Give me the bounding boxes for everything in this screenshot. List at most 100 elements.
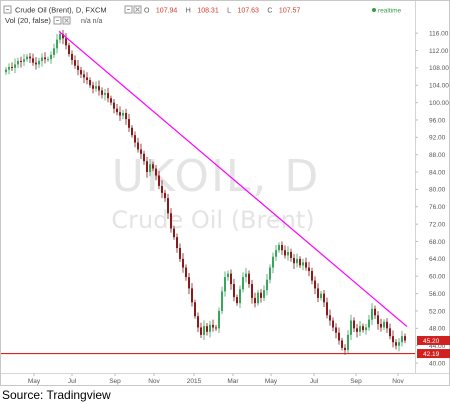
candle-down [377, 315, 379, 324]
candle-down [80, 70, 82, 75]
candle-up [59, 34, 61, 40]
candle-up [398, 342, 400, 346]
candle-down [260, 292, 262, 298]
candle-down [344, 347, 346, 351]
candle-down [173, 228, 175, 238]
realtime-dot-icon [372, 8, 376, 12]
y-tick-label: 112.00 [429, 48, 449, 55]
candle-down [251, 284, 253, 298]
x-tick-label: 2015 [187, 378, 202, 385]
candle-down [380, 323, 382, 328]
candle-down [89, 80, 91, 86]
candle-up [41, 57, 43, 61]
candle-down [353, 320, 355, 329]
candle-down [236, 297, 238, 304]
candle-down [29, 56, 31, 59]
support-price-label: 42.19 [423, 351, 440, 358]
candle-down [146, 161, 148, 173]
candle-down [68, 45, 70, 54]
y-tick-label: 80.00 [429, 187, 446, 194]
candle-up [296, 258, 298, 264]
x-tick-label: Sep [109, 378, 121, 385]
y-tick-label: 52.00 [429, 308, 446, 315]
candle-up [47, 59, 49, 61]
candle-down [83, 74, 85, 78]
candle-down [332, 320, 334, 328]
candle-down [143, 153, 145, 162]
candle-down [116, 108, 118, 113]
candle-down [326, 302, 328, 316]
candle-down [341, 340, 343, 348]
candle-down [119, 112, 121, 116]
candle-down [395, 342, 397, 346]
candle-up [221, 291, 223, 311]
candle-down [107, 93, 109, 99]
candle-down [314, 280, 316, 289]
candle-down [35, 62, 37, 65]
candle-up [365, 327, 367, 331]
volume-close-icon[interactable] [62, 16, 71, 25]
candle-down [293, 258, 295, 264]
candle-down [137, 142, 139, 150]
candle-down [299, 258, 301, 266]
y-tick-label: 56.00 [429, 291, 446, 298]
candle-down [305, 262, 307, 268]
volume-settings-icon[interactable] [53, 16, 62, 25]
candle-down [362, 326, 364, 331]
settings-icon[interactable] [124, 5, 133, 14]
candle-up [287, 251, 289, 256]
candle-up [368, 319, 370, 328]
candle-down [197, 316, 199, 328]
candle-down [182, 258, 184, 268]
candle-down [167, 198, 169, 214]
y-tick-label: 100.00 [429, 100, 449, 107]
candle-down [71, 53, 73, 61]
candle-up [350, 320, 352, 335]
candle-down [176, 237, 178, 249]
candle-down [392, 336, 394, 343]
support-price-badge [417, 349, 450, 359]
y-tick-label: 84.00 [429, 169, 446, 176]
candle-up [122, 113, 124, 116]
y-tick-label: 76.00 [429, 204, 446, 211]
ohlc-close-label: C [267, 8, 272, 15]
candle-down [329, 315, 331, 321]
symbol-title: Crude Oil (Brent), D, FXCM [15, 6, 107, 15]
y-tick-label: 88.00 [429, 152, 446, 159]
price-badges: 45.20 42.19 [417, 335, 450, 359]
candle-down [32, 58, 34, 63]
y-tick-label: 108.00 [429, 65, 449, 72]
candle-up [53, 48, 55, 55]
y-tick-label: 44.00 [429, 343, 446, 350]
candle-down [374, 308, 376, 316]
candle-down [254, 297, 256, 304]
crude-oil-candlestick-chart: UKOIL, D Crude Oil (Brent) Crude Oil (Br… [1, 1, 450, 385]
candle-down [338, 332, 340, 341]
y-tick-label: 40.00 [429, 360, 446, 367]
candle-down [125, 113, 127, 120]
candle-down [158, 175, 160, 186]
ohlc-high-value: 108.31 [197, 8, 219, 15]
y-tick-label: 60.00 [429, 274, 446, 281]
candle-down [65, 38, 67, 46]
close-icon[interactable] [133, 5, 142, 14]
candle-up [218, 310, 220, 329]
candle-down [212, 324, 214, 328]
y-tick-label: 72.00 [429, 221, 446, 228]
ohlc-high-label: H [186, 8, 191, 15]
candle-down [311, 271, 313, 281]
candle-up [401, 336, 403, 343]
candle-down [290, 251, 292, 259]
candle-up [5, 69, 7, 73]
candle-up [263, 290, 265, 298]
candle-down [233, 284, 235, 298]
candle-up [104, 93, 106, 95]
collapse-icon[interactable] [3, 5, 12, 14]
chart-header: Crude Oil (Brent), D, FXCM O 107.94 H 10… [3, 5, 402, 15]
drawing-tools-layer [1, 30, 415, 355]
price-axis: 116.00 112.00 108.00 104.00 100.00 96.00 92.00… [415, 30, 449, 367]
watermark-symbol: UKOIL, D [112, 151, 321, 202]
candle-down [152, 164, 154, 169]
candle-down [317, 288, 319, 298]
y-tick-label: 48.00 [429, 326, 446, 333]
